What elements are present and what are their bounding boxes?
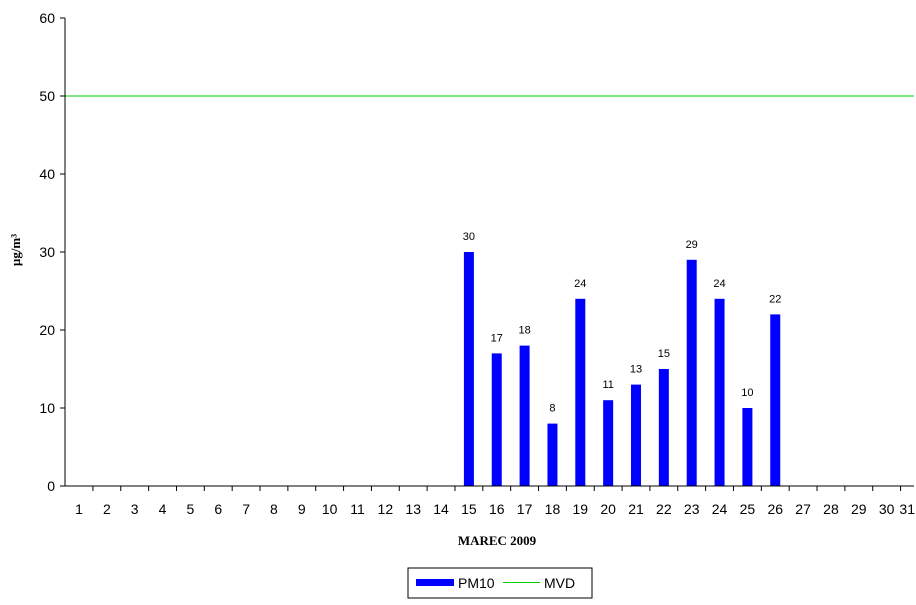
bar-day-22 xyxy=(658,369,669,486)
x-tick-label: 9 xyxy=(298,501,306,517)
bar-value-label: 15 xyxy=(658,348,670,360)
bar-series-pm10: 30 17 18 8 24 11 13 15 29 24 10 22 xyxy=(463,231,781,486)
bar-day-26 xyxy=(770,314,781,486)
legend-label-mvd: MVD xyxy=(544,575,575,591)
bar-value-label: 10 xyxy=(741,387,753,399)
bar-value-label: 29 xyxy=(686,239,698,251)
x-axis-label: MAREC 2009 xyxy=(458,533,537,548)
bar-day-20 xyxy=(603,400,614,486)
bar-day-17 xyxy=(519,345,530,486)
bar-day-15 xyxy=(463,252,474,486)
x-tick-label: 21 xyxy=(628,501,644,517)
x-tick-label: 13 xyxy=(405,501,421,517)
bar-value-label: 24 xyxy=(574,278,586,290)
x-tick-label: 7 xyxy=(242,501,250,517)
x-tick-label: 19 xyxy=(573,501,589,517)
bar-day-21 xyxy=(631,384,641,486)
bar-value-label: 22 xyxy=(769,293,781,305)
x-tick-label: 25 xyxy=(740,501,756,517)
bar-day-23 xyxy=(686,259,697,486)
x-tick-label: 27 xyxy=(795,501,811,517)
bar-value-label: 8 xyxy=(549,403,555,415)
x-tick-label: 24 xyxy=(712,501,728,517)
x-tick-label: 11 xyxy=(350,501,365,517)
x-tick-label: 15 xyxy=(461,501,477,517)
legend: PM10 MVD xyxy=(407,567,593,599)
y-tick-label: 10 xyxy=(39,400,55,416)
x-tick-label: 4 xyxy=(159,501,167,517)
x-tick-label: 1 xyxy=(75,501,83,517)
x-tick-label: 31 xyxy=(899,501,915,517)
x-tick-label: 30 xyxy=(879,501,895,517)
x-tick-label: 20 xyxy=(600,501,616,517)
x-tick-label: 8 xyxy=(270,501,278,517)
bar-day-19 xyxy=(575,298,586,486)
x-tick-label: 17 xyxy=(517,501,533,517)
y-tick-label: 20 xyxy=(39,322,55,338)
y-tick-label: 30 xyxy=(39,244,55,260)
x-tick-label: 26 xyxy=(767,501,783,517)
x-axis-ticks: 1 2 3 4 5 6 7 8 9 10 11 12 13 14 15 16 17 18 19 20 21 22 23 24 2… xyxy=(75,486,915,517)
y-tick-label: 60 xyxy=(39,10,55,26)
x-tick-label: 28 xyxy=(823,501,839,517)
bar-value-label: 17 xyxy=(491,332,503,344)
legend-swatch-pm10 xyxy=(416,579,454,586)
bar-day-24 xyxy=(714,298,725,486)
x-tick-label: 14 xyxy=(433,501,449,517)
x-tick-label: 5 xyxy=(187,501,195,517)
legend-label-pm10: PM10 xyxy=(458,575,495,591)
x-tick-label: 29 xyxy=(851,501,867,517)
x-tick-label: 2 xyxy=(103,501,111,517)
bar-value-label: 11 xyxy=(602,379,613,391)
bar-day-16 xyxy=(491,353,502,486)
bar-day-18 xyxy=(547,423,558,486)
bar-value-label: 13 xyxy=(630,364,642,376)
x-tick-label: 6 xyxy=(214,501,222,517)
y-axis-label: µg/m³ xyxy=(8,234,23,266)
bar-value-label: 18 xyxy=(518,325,530,337)
x-tick-label: 22 xyxy=(656,501,672,517)
y-tick-label: 40 xyxy=(39,166,55,182)
y-tick-label: 0 xyxy=(47,478,55,494)
y-axis-ticks: 0 10 20 30 40 50 60 xyxy=(39,10,65,494)
bar-value-label: 30 xyxy=(463,231,475,243)
x-tick-label: 10 xyxy=(322,501,338,517)
bar-day-25 xyxy=(742,408,753,486)
x-tick-label: 18 xyxy=(545,501,561,517)
x-tick-label: 3 xyxy=(131,501,139,517)
bar-value-label: 24 xyxy=(713,278,725,290)
x-tick-label: 16 xyxy=(489,501,505,517)
x-tick-label: 12 xyxy=(378,501,394,517)
y-tick-label: 50 xyxy=(39,88,55,104)
x-tick-label: 23 xyxy=(684,501,700,517)
